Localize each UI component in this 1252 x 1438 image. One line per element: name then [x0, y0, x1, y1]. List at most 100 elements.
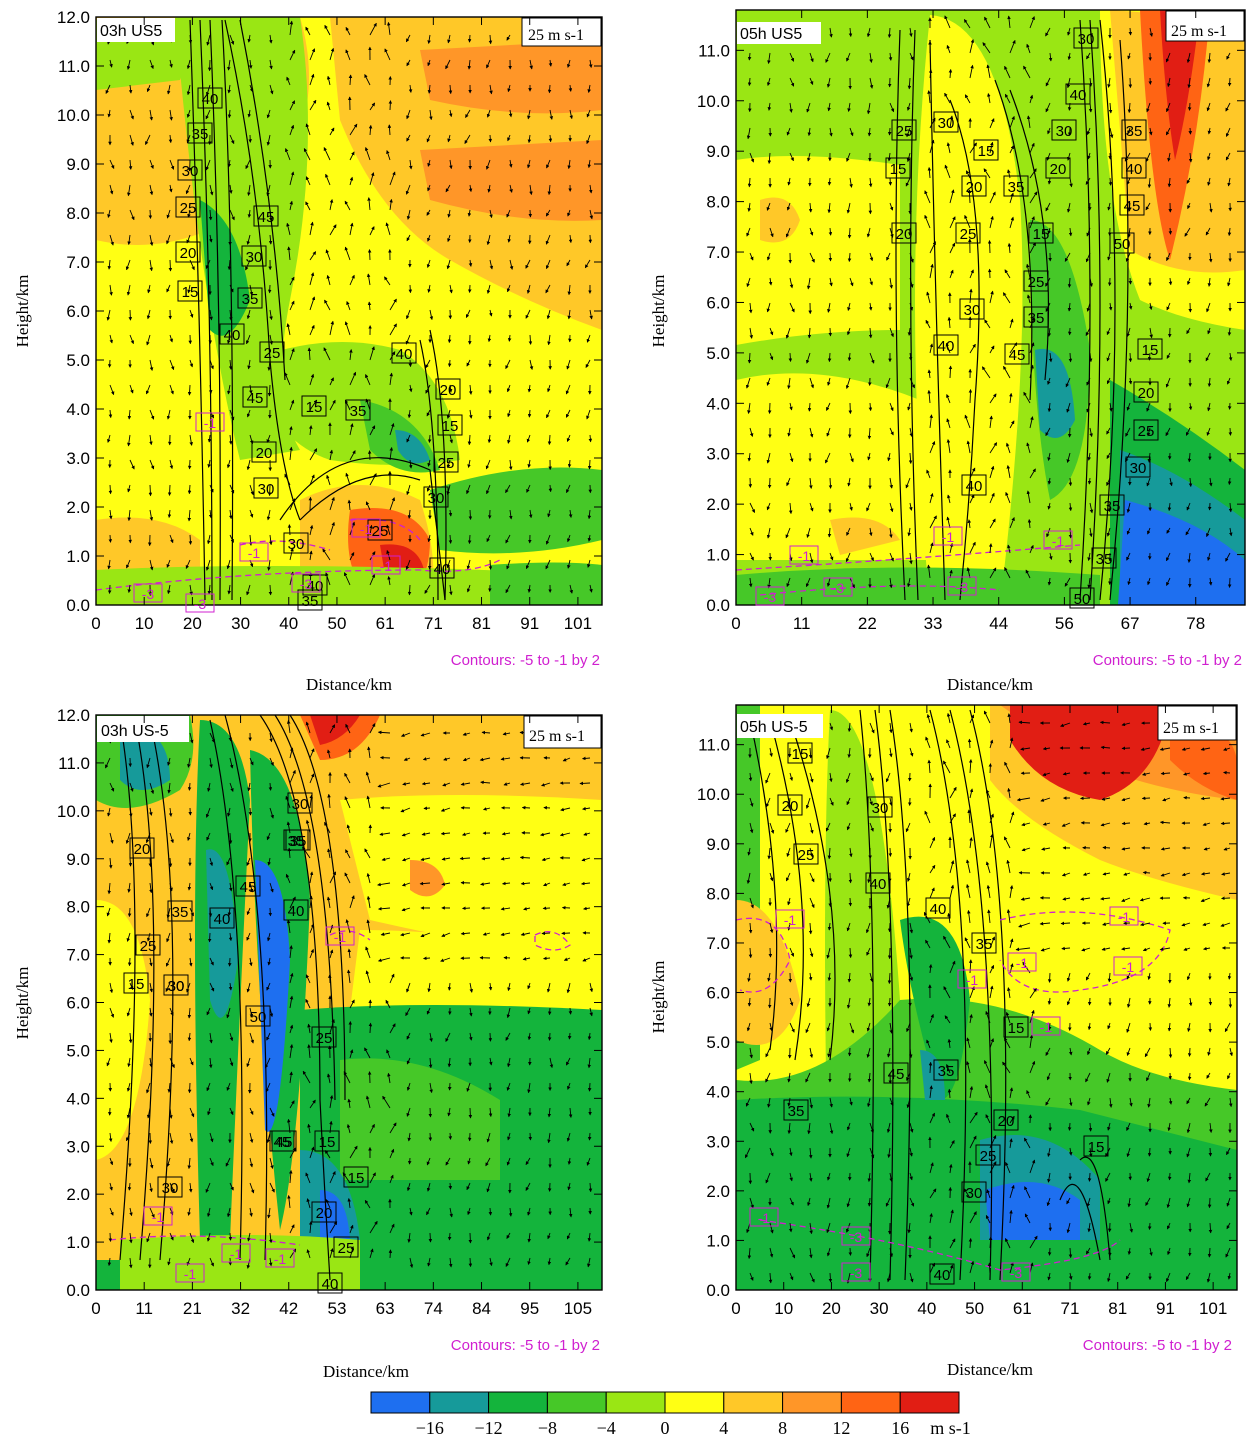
contour-label-text: 15 — [1008, 1020, 1025, 1037]
wind-vector — [248, 807, 253, 816]
magenta-contour-label-text: -1 — [230, 1246, 243, 1262]
wind-vector — [226, 459, 231, 469]
wind-vector — [227, 334, 231, 344]
wind-vector — [209, 184, 214, 196]
wind-vector — [426, 484, 431, 492]
magenta-contour-label-text: -1 — [380, 558, 393, 574]
colorbar-swatch — [782, 1391, 842, 1414]
wind-vector — [346, 301, 351, 311]
wind-vector — [266, 434, 271, 444]
wind-vector — [109, 384, 115, 396]
contour-label: 45 — [242, 386, 268, 408]
x-tick-label: 81 — [1108, 1299, 1127, 1318]
wind-vector — [586, 334, 591, 343]
wind-vector — [366, 273, 371, 286]
contour-label-text: 30 — [964, 302, 981, 319]
wind-vector — [209, 484, 214, 493]
contour-label-text: 25 — [140, 938, 157, 955]
wind-vector — [587, 509, 592, 520]
wind-vector — [848, 1247, 853, 1256]
wind-vector — [169, 384, 174, 395]
wind-vector — [349, 151, 355, 161]
wind-vector — [365, 398, 371, 411]
wind-vector — [127, 484, 131, 493]
wind-vector — [566, 59, 571, 68]
y-axis-label: Height/km — [649, 961, 668, 1034]
contour-labels: 40 35 30 25 20 15 45 30 35 40 25 45 15 35 20 30 30 35 40 20… — [133, 87, 463, 613]
wind-vector — [367, 197, 371, 211]
wind-vector — [468, 184, 473, 193]
contour-label-text: 30 — [1056, 123, 1073, 140]
x-tick-label: 50 — [965, 1299, 984, 1318]
wind-vector — [567, 159, 571, 170]
wind-vector — [447, 34, 451, 44]
contour-label: 25 — [433, 451, 459, 473]
wind-vector — [467, 59, 472, 70]
colorbar: −16 −12 −8 −4 0 4 8 12 16 m s-1 — [370, 1391, 971, 1438]
wind-vector — [127, 907, 132, 918]
wind-vector — [245, 334, 251, 345]
wind-vector — [987, 240, 992, 254]
contour-label: 15 — [437, 414, 463, 436]
y-tick-label: 1.0 — [66, 547, 90, 566]
y-tick-label: 7.0 — [706, 934, 730, 953]
y-tick-label: 2.0 — [66, 498, 90, 517]
wind-vector — [1068, 352, 1073, 363]
wind-vector — [249, 284, 254, 296]
wind-vector — [508, 159, 513, 168]
wind-vector — [289, 300, 295, 311]
contour-label-text: 45 — [1009, 347, 1026, 364]
wind-vector — [146, 84, 151, 93]
wind-vector — [507, 409, 511, 418]
colorbar-swatch — [840, 1391, 901, 1414]
contour-label-text: 35 — [350, 403, 367, 420]
wind-vector — [305, 123, 311, 136]
contour-label: 40 — [197, 87, 223, 109]
y-tick-label: 0.0 — [66, 596, 90, 615]
wind-vector — [1187, 102, 1192, 111]
contour-label-text: 35 — [976, 936, 993, 953]
wind-vector — [229, 534, 234, 543]
wind-vector — [149, 159, 154, 170]
contour-label-box — [251, 441, 277, 463]
wind-vector — [447, 334, 452, 344]
x-tick-label: 84 — [472, 1299, 491, 1318]
wind-vector — [269, 334, 273, 345]
wind-vector — [948, 365, 953, 379]
wind-vector — [446, 559, 451, 569]
x-tick-label: 95 — [520, 1299, 539, 1318]
wind-vector — [349, 423, 354, 436]
contour-label-text: 35 — [288, 833, 305, 850]
wind-vector — [565, 384, 571, 395]
wind-vector — [788, 352, 793, 363]
contour-label-box — [237, 287, 263, 309]
wind-vector — [309, 524, 314, 536]
magenta-contour-label-text: -1 — [1122, 959, 1135, 975]
wind-vector — [326, 474, 331, 486]
wind-vector — [529, 359, 534, 370]
wind-vector — [427, 84, 432, 94]
wind-vector — [185, 559, 191, 569]
wind-vector — [345, 26, 351, 36]
contour-label-box — [242, 386, 268, 408]
wind-vector — [209, 409, 214, 419]
wind-vector — [148, 209, 153, 219]
wind-vector — [1128, 27, 1133, 36]
contour-label-text: 15 — [1088, 1139, 1105, 1156]
wind-vector — [228, 434, 233, 445]
wind-vector — [389, 323, 397, 336]
wind-vector — [166, 234, 171, 245]
wind-vector — [468, 509, 473, 520]
wind-vector — [887, 127, 892, 136]
wind-vector — [108, 534, 113, 543]
contour-label-text: 25 — [180, 200, 197, 217]
wind-vector — [109, 334, 113, 344]
wind-vector — [449, 584, 453, 596]
contour-label-text: 25 — [960, 226, 977, 243]
wind-vector — [289, 171, 295, 186]
wind-vector — [289, 446, 293, 461]
wind-vector — [585, 359, 591, 368]
y-tick-label: 6.0 — [706, 984, 730, 1003]
wind-vector — [827, 352, 832, 363]
wind-vector — [567, 284, 572, 296]
